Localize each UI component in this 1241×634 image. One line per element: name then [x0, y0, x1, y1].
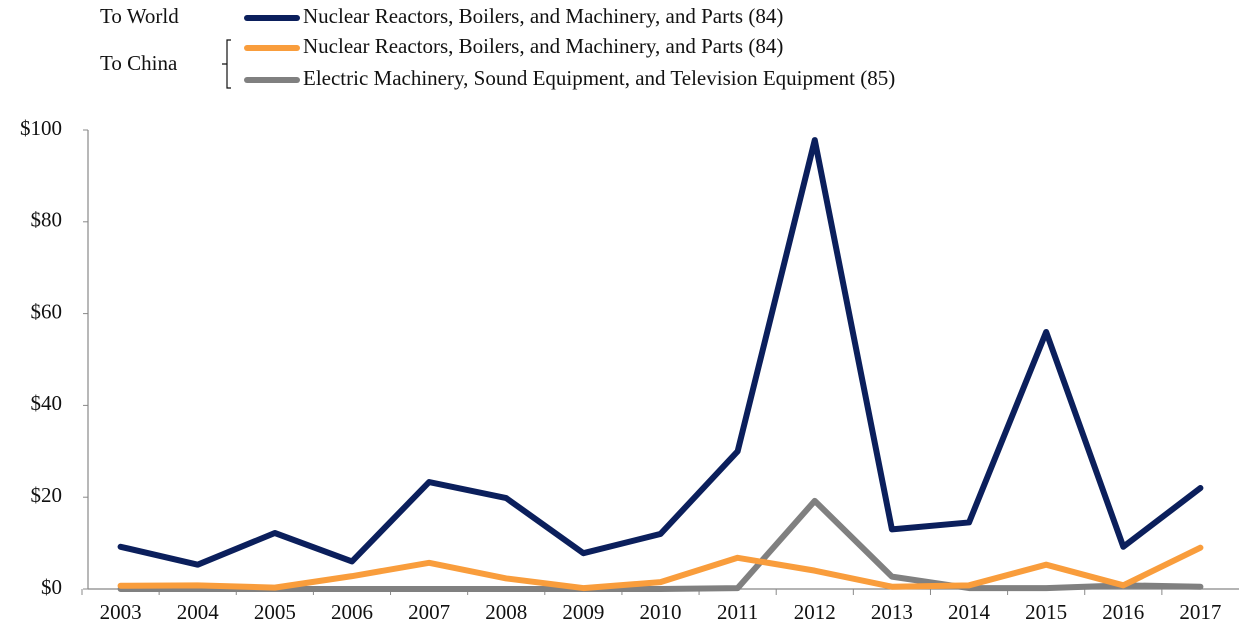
series-line	[117, 137, 1204, 568]
x-tick-label: 2007	[408, 600, 450, 624]
x-tick-label: 2005	[254, 600, 296, 624]
y-tick-label: $60	[31, 299, 63, 323]
legend-label: Nuclear Reactors, Boilers, and Machinery…	[303, 34, 783, 58]
y-tick-label: $100	[20, 116, 62, 140]
series-line	[117, 497, 1204, 592]
x-tick-label: 2012	[794, 600, 836, 624]
x-tick-label: 2008	[485, 600, 527, 624]
legend-label: Nuclear Reactors, Boilers, and Machinery…	[303, 4, 783, 28]
legend-group-label: To China	[100, 51, 178, 75]
y-tick-label: $40	[31, 391, 63, 415]
x-tick-label: 2004	[177, 600, 220, 624]
x-tick-label: 2009	[562, 600, 604, 624]
series-line	[117, 544, 1204, 592]
x-tick-label: 2016	[1102, 600, 1144, 624]
x-tick-label: 2015	[1025, 600, 1067, 624]
x-tick-label: 2011	[717, 600, 758, 624]
x-tick-label: 2006	[331, 600, 373, 624]
y-tick-label: $20	[31, 483, 63, 507]
x-tick-label: 2017	[1179, 600, 1221, 624]
legend-bracket	[222, 39, 231, 89]
x-tick-label: 2003	[100, 600, 142, 624]
legend-group-label: To World	[100, 4, 179, 28]
legend-label: Electric Machinery, Sound Equipment, and…	[303, 66, 895, 90]
x-tick-label: 2010	[640, 600, 682, 624]
y-tick-label: $0	[41, 575, 62, 599]
y-tick-label: $80	[31, 208, 63, 232]
x-tick-label: 2014	[948, 600, 991, 624]
x-tick-label: 2013	[871, 600, 913, 624]
